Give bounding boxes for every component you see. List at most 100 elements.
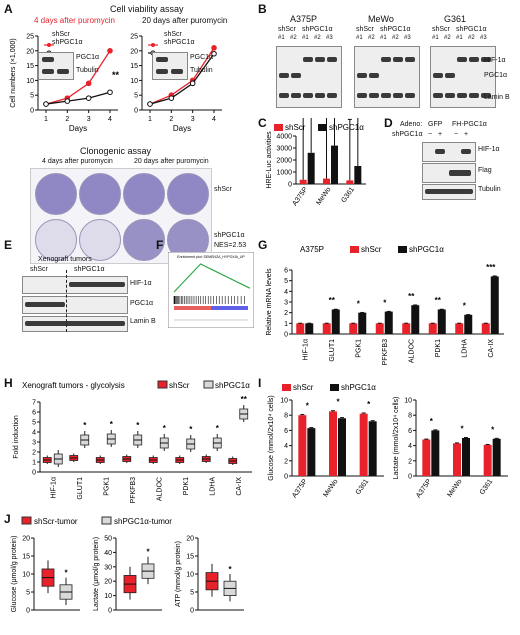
clonogenic-row-shpgc: shPGC1α (214, 232, 245, 239)
a-right-series-1-line (149, 53, 215, 105)
panel-d-sign-2: + (438, 131, 443, 138)
panel-a-legend-shscr: shScr (52, 31, 70, 38)
panel-b-a375p-hif-band-4 (327, 57, 337, 62)
panel-b-a375p-group-shscr: shScr (278, 26, 296, 33)
g-title: A375P (300, 245, 324, 254)
panel-d-label-tubulin: Tubulin (478, 186, 501, 193)
c-bar-0-1 (323, 178, 330, 184)
panel-i-right-chart: 0 2 4 6 8 10 Lactate (mmol/2x10⁴ cells) * A375P *… (393, 397, 508, 500)
h-ytick-label-4: 4 (32, 430, 36, 437)
i-right-xlabel-0: A375P (415, 478, 433, 500)
g-legend-swatch-0 (350, 246, 359, 253)
i-left-ytick-label-1: 2 (284, 458, 288, 465)
panel-e-blot-laminb (22, 316, 128, 332)
i-left-ytick-label-0: 0 (284, 474, 288, 481)
panel-e-divider (66, 270, 67, 332)
gsea-title: Enrichment plot: SEMENZA_HYPOXIA_UP (177, 255, 245, 259)
h-sig-5: * (189, 425, 193, 434)
panel-b-a375p-laminb-band-3 (315, 93, 325, 98)
h-sig-7: ** (241, 395, 248, 404)
a-left-ytick-label-1: 5 (30, 93, 34, 100)
panel-e-letter: E (4, 238, 13, 252)
panel-b-g361-hif-band-4 (481, 57, 491, 62)
i-left-xlabel-1: MeWo (322, 478, 339, 499)
c-ytick-label-0: 0 (288, 182, 292, 189)
c-legend-swatch-1 (318, 124, 327, 131)
c-ytick-label-3: 3000 (276, 146, 292, 153)
panel-d-blot-tubulin (422, 184, 476, 200)
i-left-sig-1: * (336, 398, 340, 407)
panel-a-right-legend-shpgc: shPGC1α (164, 39, 195, 46)
panel-b-g361-laminb-band-3 (469, 93, 479, 98)
panel-a-legend-shpgc: shPGC1α (52, 39, 83, 46)
j-0-ytick-label-0: 0 (26, 608, 30, 615)
g-bar-1-1 (331, 309, 340, 334)
h-ytick-label-7: 7 (32, 400, 36, 407)
panel-b-a375p-group-shpgc: shPGC1α (302, 26, 333, 33)
a-right-series-0-point-3 (211, 45, 217, 51)
i-left-sig-2: * (367, 400, 371, 409)
panel-b-label-hif: HIF-1α (484, 57, 506, 64)
a-right-xtick-label-3: 4 (212, 116, 216, 123)
j-1-ytick-label-5: 50 (104, 536, 112, 543)
i-right-bar-0-1 (453, 443, 461, 476)
h-sig-4: * (163, 424, 167, 433)
j-legend-swatch-1 (101, 516, 112, 525)
panel-b-g361-laminb-band-4 (481, 93, 491, 98)
i-left-legend-swatch-0 (282, 384, 291, 391)
panel-b-line-mewo: MeWo (368, 14, 394, 24)
j-1-ytick-label-2: 20 (104, 579, 112, 586)
c-bar-0-2 (346, 180, 354, 184)
g-sig-6: * (463, 302, 467, 311)
g-bar-1-3 (384, 311, 393, 334)
g-bar-0-2 (349, 323, 358, 334)
panel-b-mewo-laminb-band-4 (405, 93, 415, 98)
panel-d-col-fh: FH-PGC1α (452, 121, 487, 128)
a-left-series-0-line (45, 50, 111, 105)
j-legend-label-1: shPGC1α-tumor (114, 517, 172, 526)
c-ytick-label-1: 1000 (276, 170, 292, 177)
panel-b-mewo-laminb-band-1 (369, 93, 379, 98)
h-xlabel-3: PFKFB3 (130, 477, 137, 504)
panel-b-mewo-lane-0: #1 (356, 35, 363, 41)
a-left-xtick-label-2: 3 (87, 116, 91, 123)
panel-a-left-chart: 0 5 10 15 20 25 Cell numbers (×1,000) 1 2 3 4 Days *… (10, 34, 120, 134)
g-bar-0-3 (375, 323, 384, 334)
g-sig-4: ** (408, 292, 415, 301)
h-xlabel-0: HIF-1α (50, 477, 57, 499)
clonogenic-row-shscr: shScr (214, 186, 232, 193)
a-left-xtick-label-3: 4 (108, 116, 112, 123)
i-left-bar-0-2 (359, 413, 368, 476)
panel-e-blot-pgc (22, 296, 128, 314)
j-legend-label-0: shScr-tumor (34, 517, 78, 526)
panel-j-letter: J (4, 512, 11, 526)
panel-b-a375p-hif-band-3 (315, 57, 325, 62)
j-1-sig: * (146, 548, 150, 557)
j-1-ytick-label-3: 30 (104, 564, 112, 571)
j-0-ytick-label-1: 5 (26, 590, 30, 597)
a-left-series-1-point-0 (43, 101, 49, 107)
i-right-bar-0-2 (483, 444, 492, 476)
panel-a-sub-left: 4 days after puromycin (34, 16, 115, 25)
a-left-xtick-label-0: 1 (44, 116, 48, 123)
panel-i-left-chart: 0 2 4 6 8 10 Glucose (mmol/2x10⁴ cells) * A375P *… (268, 383, 384, 499)
a-left-series-1-point-3 (107, 89, 113, 96)
panel-b-mewo-pgc-band-1 (369, 73, 379, 78)
panel-d-sign-1: − (428, 131, 433, 138)
g-bar-1-7 (490, 276, 499, 334)
h-legend-label-0: shScr (169, 381, 190, 390)
panel-b-mewo-membrane (354, 46, 420, 108)
c-legend-swatch-0 (274, 124, 283, 131)
a-right-series-1-point-2 (189, 80, 196, 87)
h-ytick-label-3: 3 (32, 440, 36, 447)
gsea-frame (168, 252, 254, 328)
i-right-ylabel: Lactate (mmol/2x10⁴ cells) (393, 397, 400, 480)
panel-b-mewo-hif-band-2 (381, 57, 391, 62)
panel-b-a375p-membrane (276, 46, 342, 108)
h-xlabel-2: PGK1 (103, 477, 110, 496)
panel-i-letter: I (258, 376, 262, 390)
i-left-bar-1-2 (368, 421, 377, 476)
panel-b-g361-laminb-band-2 (457, 93, 467, 98)
a-right-ytick-label-3: 15 (130, 63, 138, 70)
i-right-bar-1-2 (492, 438, 501, 476)
